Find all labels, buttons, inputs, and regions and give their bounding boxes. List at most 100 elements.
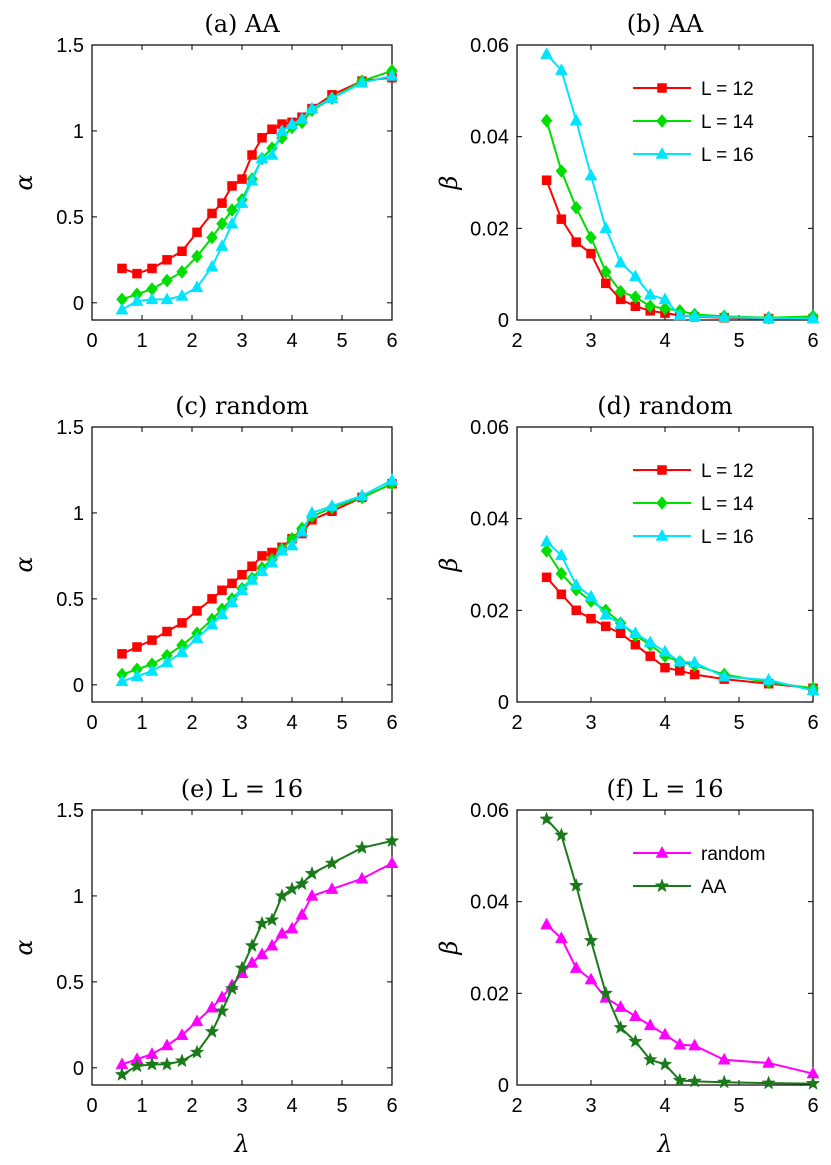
data-point: [601, 621, 611, 632]
x-tick-label: 1: [136, 330, 147, 352]
data-point: [385, 856, 399, 869]
data-point: [659, 301, 671, 316]
y-axis-label: α: [10, 939, 38, 955]
data-point: [305, 888, 319, 901]
x-axis-label: λ: [656, 1130, 672, 1158]
data-point: [176, 264, 188, 279]
data-point: [762, 311, 776, 323]
data-point: [673, 1037, 687, 1050]
data-point: [660, 662, 670, 673]
x-tick-label: 6: [386, 712, 397, 734]
x-tick-label: 3: [236, 1095, 247, 1117]
x-tick-label: 3: [585, 1095, 596, 1117]
legend-label: L = 14: [701, 112, 754, 133]
legend-label: L = 16: [701, 527, 754, 548]
data-point: [115, 302, 129, 315]
data-point: [658, 644, 672, 657]
data-point: [117, 649, 127, 659]
y-tick-label: 0.06: [470, 417, 509, 439]
data-point: [132, 268, 142, 279]
panel-a: 0 1 2 3 4 5 6 0 0.5 1 1.5 (a) AA α: [10, 10, 399, 352]
x-tick-label: 4: [286, 330, 297, 352]
data-point: [325, 499, 339, 511]
data-point: [642, 1052, 658, 1067]
data-point: [115, 674, 129, 687]
legend-marker: [655, 845, 669, 858]
y-tick-label: 0.02: [470, 218, 509, 240]
data-point: [615, 628, 626, 638]
data-point: [385, 68, 399, 81]
data-point: [568, 877, 584, 892]
series-aa: [114, 833, 400, 1081]
data-point: [614, 617, 628, 629]
legend-label: L = 12: [701, 461, 754, 482]
data-point: [237, 174, 247, 184]
data-point: [177, 246, 187, 256]
data-point: [215, 239, 229, 251]
data-point: [217, 585, 227, 596]
panel-c: 0 1 2 3 4 5 6 0 0.5 1 1.5 (c) random α: [10, 392, 399, 734]
data-point: [275, 926, 289, 939]
chart-title: (d) random: [597, 392, 733, 420]
data-point: [205, 617, 219, 630]
y-axis-label: β: [435, 176, 463, 191]
data-point: [255, 151, 269, 164]
data-point: [628, 626, 642, 638]
data-point: [554, 63, 568, 75]
data-point: [190, 631, 204, 644]
data-point: [554, 931, 568, 944]
data-point: [255, 564, 269, 577]
data-point: [227, 578, 237, 589]
data-point: [672, 1072, 688, 1087]
x-tick-label: 4: [286, 1095, 297, 1117]
chart-title: (b) AA: [627, 10, 704, 38]
data-point: [264, 912, 280, 927]
chart-title: (e) L = 16: [181, 775, 303, 803]
data-point: [145, 664, 159, 676]
data-point: [584, 972, 598, 985]
x-tick-label: 2: [511, 330, 522, 352]
data-point: [355, 75, 369, 88]
y-tick-label: 1: [73, 503, 84, 525]
data-point: [245, 173, 259, 186]
data-point: [657, 1056, 673, 1071]
data-point: [217, 198, 227, 208]
x-tick-label: 5: [733, 1095, 744, 1117]
data-point: [237, 570, 247, 580]
legend-marker: [657, 83, 667, 93]
data-point: [628, 1033, 643, 1048]
y-tick-label: 0.02: [470, 983, 509, 1005]
data-point: [805, 1075, 821, 1090]
data-point: [285, 117, 299, 129]
data-point: [207, 594, 217, 604]
data-point: [355, 871, 369, 884]
data-point: [688, 1038, 702, 1051]
data-point: [601, 278, 611, 289]
data-point: [629, 290, 642, 304]
data-point: [295, 111, 309, 124]
legend: L = 12 L = 14 L = 16: [623, 447, 801, 560]
data-point: [274, 888, 290, 903]
data-point: [285, 921, 299, 934]
legend-label: AA: [701, 877, 727, 898]
y-tick-label: 0: [73, 1058, 84, 1080]
data-point: [175, 288, 189, 301]
data-point: [554, 548, 568, 561]
data-point: [192, 227, 202, 238]
legend-label: L = 12: [701, 79, 754, 100]
data-point: [687, 1073, 702, 1088]
data-point: [761, 1075, 776, 1090]
data-point: [177, 618, 187, 628]
x-tick-label: 0: [86, 712, 97, 734]
data-point: [304, 865, 320, 880]
data-point: [247, 150, 257, 160]
data-point: [806, 311, 820, 324]
data-point: [224, 981, 240, 995]
data-point: [160, 1038, 174, 1051]
data-point: [806, 683, 820, 696]
data-point: [265, 147, 279, 160]
data-point: [673, 654, 687, 667]
data-point: [205, 259, 219, 272]
y-tick-label: 0.06: [470, 35, 509, 57]
